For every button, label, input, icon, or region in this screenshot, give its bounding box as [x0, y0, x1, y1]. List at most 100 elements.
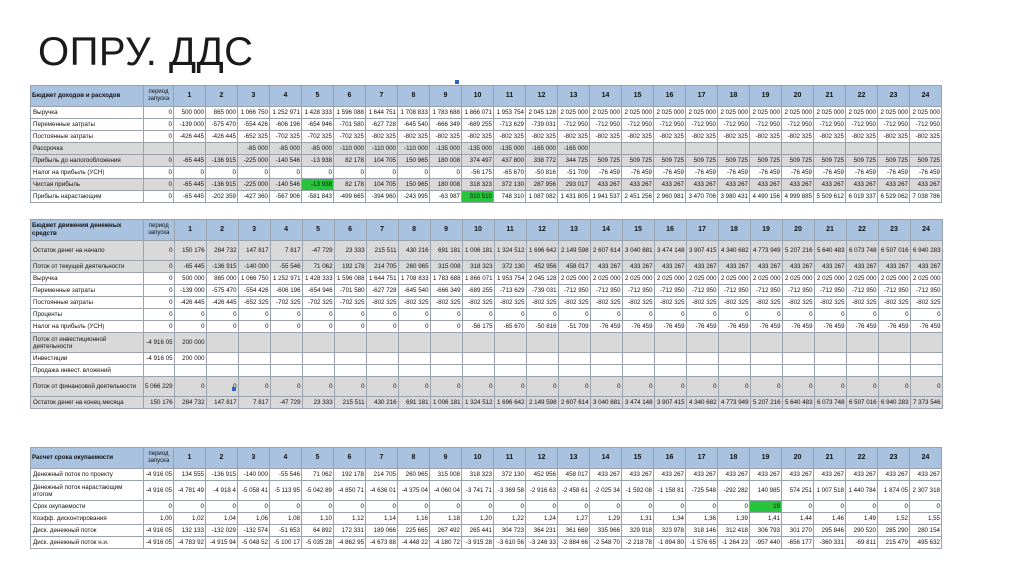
value-cell[interactable]: [813, 364, 847, 377]
value-cell[interactable]: -712 950: [781, 118, 814, 131]
value-cell[interactable]: [845, 352, 879, 365]
value-cell[interactable]: -802 325: [621, 296, 655, 309]
value-cell[interactable]: [589, 332, 623, 353]
value-cell[interactable]: [269, 332, 303, 353]
row-label-cell[interactable]: Поток от текущей деятельности: [30, 260, 144, 273]
value-cell[interactable]: -135 000: [429, 142, 462, 155]
period-value-cell[interactable]: 0: [143, 118, 174, 131]
month-header-cell[interactable]: 7: [365, 219, 399, 241]
value-cell[interactable]: -47 729: [269, 396, 303, 409]
value-cell[interactable]: 509 725: [685, 154, 718, 167]
value-cell[interactable]: 0: [237, 320, 271, 333]
value-cell[interactable]: [749, 332, 783, 353]
value-cell[interactable]: 0: [269, 308, 303, 321]
value-cell[interactable]: 0: [461, 500, 494, 513]
value-cell[interactable]: -712 950: [621, 284, 655, 297]
value-cell[interactable]: 433 267: [909, 178, 942, 191]
value-cell[interactable]: 0: [333, 166, 366, 179]
value-cell[interactable]: 1 252 971: [269, 106, 302, 119]
value-cell[interactable]: 509 725: [749, 154, 782, 167]
value-cell[interactable]: 215 511: [333, 396, 367, 409]
value-cell[interactable]: -76 459: [845, 166, 878, 179]
value-cell[interactable]: 4 340 682: [685, 396, 719, 409]
month-header-cell[interactable]: 24: [909, 85, 942, 107]
value-cell[interactable]: 0: [717, 500, 750, 513]
value-cell[interactable]: 1 596 088: [333, 106, 366, 119]
value-cell[interactable]: 5 207 216: [749, 396, 783, 409]
month-header-cell[interactable]: 17: [685, 447, 718, 469]
value-cell[interactable]: 3 470 706: [685, 190, 718, 203]
period-value-cell[interactable]: 0: [143, 106, 174, 119]
value-cell[interactable]: -712 950: [717, 118, 750, 131]
value-cell[interactable]: 6 073 748: [813, 396, 847, 409]
value-cell[interactable]: 0: [429, 320, 463, 333]
value-cell[interactable]: 509 725: [813, 154, 846, 167]
value-cell[interactable]: 433 267: [589, 260, 623, 273]
value-cell[interactable]: 0: [205, 308, 239, 321]
value-cell[interactable]: -426 445: [205, 130, 238, 143]
value-cell[interactable]: -712 950: [685, 284, 719, 297]
row-label-cell[interactable]: Выручка: [30, 272, 144, 285]
value-cell[interactable]: 4 773 949: [717, 396, 751, 409]
month-header-cell[interactable]: 8: [397, 447, 430, 469]
value-cell[interactable]: -1 264 23: [717, 536, 750, 549]
value-cell[interactable]: 433 267: [909, 260, 943, 273]
value-cell[interactable]: 433 267: [685, 260, 719, 273]
value-cell[interactable]: 1 324 512: [461, 396, 495, 409]
value-cell[interactable]: 0: [365, 320, 399, 333]
month-header-cell[interactable]: 13: [557, 447, 590, 469]
row-label-cell[interactable]: Поток от инвестиционной деятельности: [30, 332, 144, 353]
value-cell[interactable]: 0: [749, 376, 783, 397]
value-cell[interactable]: 2 607 614: [557, 396, 591, 409]
value-cell[interactable]: 5 207 216: [781, 240, 815, 261]
value-cell[interactable]: -802 325: [429, 130, 462, 143]
month-header-cell[interactable]: 15: [621, 219, 655, 241]
period-value-cell[interactable]: 0: [143, 178, 174, 191]
value-cell[interactable]: [621, 364, 655, 377]
period-header-cell[interactable]: период запуска: [143, 447, 174, 469]
month-header-cell[interactable]: 21: [813, 219, 847, 241]
value-cell[interactable]: -554 426: [237, 118, 270, 131]
value-cell[interactable]: -56 175: [461, 166, 494, 179]
value-cell[interactable]: 0: [333, 500, 366, 513]
value-cell[interactable]: -76 459: [589, 320, 623, 333]
value-cell[interactable]: -76 459: [845, 320, 879, 333]
value-cell[interactable]: 433 267: [621, 468, 654, 481]
value-cell[interactable]: 1 866 071: [461, 272, 495, 285]
value-cell[interactable]: 1 783 688: [429, 272, 463, 285]
value-cell[interactable]: -627 728: [365, 284, 399, 297]
month-header-cell[interactable]: 10: [461, 85, 494, 107]
value-cell[interactable]: 0: [909, 376, 943, 397]
value-cell[interactable]: -1 158 81: [653, 480, 686, 501]
value-cell[interactable]: 318 146: [685, 524, 718, 537]
row-label-cell[interactable]: Продажа инвест. вложений: [30, 364, 144, 377]
value-cell[interactable]: -3 369 58: [493, 480, 526, 501]
value-cell[interactable]: -5 042 89: [301, 480, 334, 501]
month-header-cell[interactable]: 2: [205, 447, 238, 469]
value-cell[interactable]: -5 048 52: [237, 536, 270, 549]
value-cell[interactable]: 6 507 016: [877, 240, 911, 261]
value-cell[interactable]: -76 459: [653, 166, 686, 179]
value-cell[interactable]: 1,22: [493, 512, 526, 525]
value-cell[interactable]: 1 066 750: [237, 272, 271, 285]
value-cell[interactable]: 372 130: [493, 260, 527, 273]
value-cell[interactable]: -802 325: [749, 130, 782, 143]
value-cell[interactable]: [813, 332, 847, 353]
value-cell[interactable]: 318 323: [461, 260, 495, 273]
value-cell[interactable]: -802 325: [877, 296, 911, 309]
period-header-cell[interactable]: период запуска: [143, 85, 174, 107]
value-cell[interactable]: 134 555: [173, 468, 206, 481]
value-cell[interactable]: -140 000: [237, 468, 270, 481]
value-cell[interactable]: 0: [237, 166, 270, 179]
value-cell[interactable]: 2 025 000: [685, 106, 718, 119]
value-cell[interactable]: [621, 142, 654, 155]
value-cell[interactable]: [685, 332, 719, 353]
value-cell[interactable]: -666 349: [429, 284, 463, 297]
value-cell[interactable]: -712 950: [845, 284, 879, 297]
value-cell[interactable]: [461, 332, 495, 353]
value-cell[interactable]: 2 149 598: [525, 396, 559, 409]
value-cell[interactable]: 1,39: [717, 512, 750, 525]
value-cell[interactable]: 433 267: [845, 178, 878, 191]
value-cell[interactable]: 509 725: [589, 154, 622, 167]
value-cell[interactable]: [909, 142, 942, 155]
